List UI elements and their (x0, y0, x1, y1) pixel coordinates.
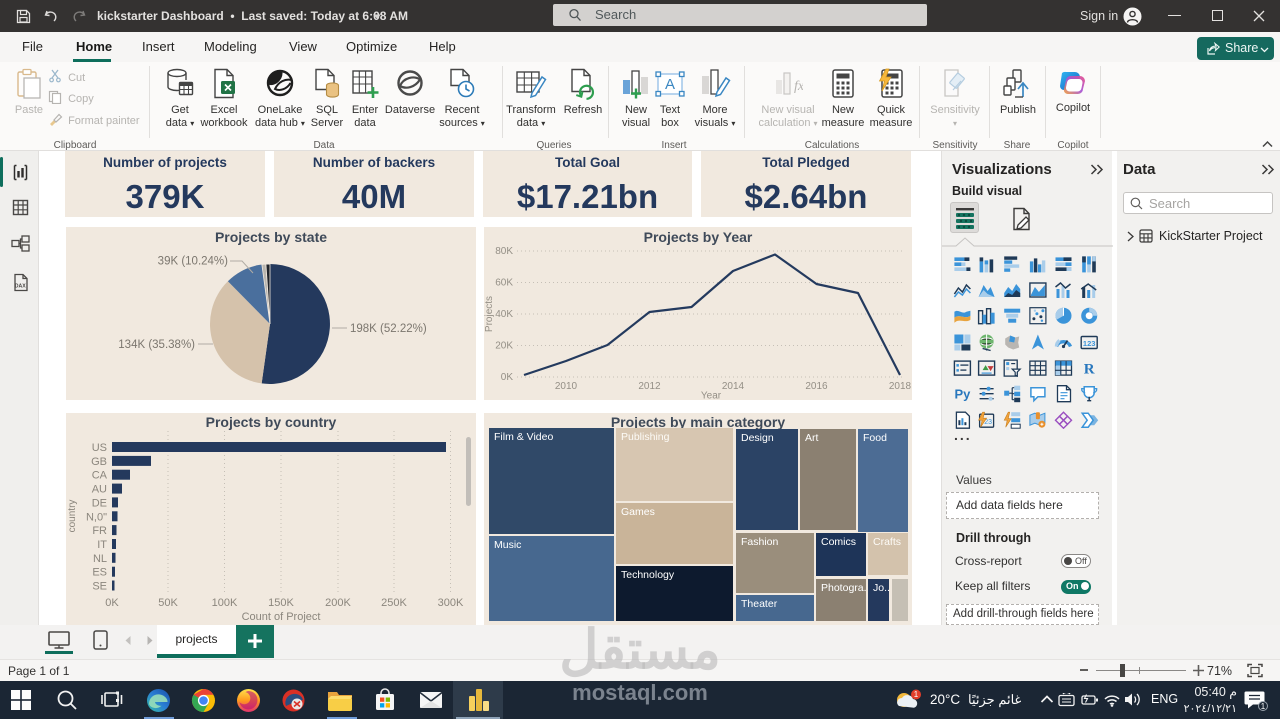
svg-text:250K: 250K (381, 597, 407, 609)
svg-text:SE: SE (92, 581, 107, 593)
svg-text:150K: 150K (268, 597, 294, 609)
svg-text:Count of Project: Count of Project (242, 611, 321, 623)
svg-text:2014: 2014 (722, 381, 745, 392)
svg-text:1: 1 (914, 690, 919, 699)
svg-text:2018: 2018 (889, 381, 912, 392)
svg-text:AU: AU (92, 484, 107, 496)
svg-text:0K: 0K (105, 597, 119, 609)
svg-text:DE: DE (92, 497, 107, 509)
svg-text:fx: fx (794, 79, 803, 94)
svg-text:N,0": N,0" (86, 511, 107, 523)
svg-text:IT: IT (97, 539, 107, 551)
svg-text:DAX: DAX (15, 284, 26, 290)
svg-text:2010: 2010 (555, 381, 578, 392)
svg-text:R: R (1084, 362, 1095, 378)
svg-text:Projects: Projects (484, 296, 495, 332)
svg-text:ES: ES (92, 567, 107, 579)
svg-text:60K: 60K (495, 278, 513, 289)
svg-text:123: 123 (1083, 339, 1096, 348)
svg-text:GB: GB (91, 456, 107, 468)
svg-text:A: A (665, 76, 675, 93)
svg-text:FR: FR (92, 525, 107, 537)
svg-text:50K: 50K (158, 597, 178, 609)
svg-text:1: 1 (1261, 702, 1266, 711)
svg-text:80K: 80K (495, 246, 513, 257)
svg-text:100K: 100K (212, 597, 238, 609)
svg-text:0K: 0K (501, 372, 514, 383)
svg-text:200K: 200K (325, 597, 351, 609)
svg-text:198K (52.22%): 198K (52.22%) (350, 323, 427, 335)
svg-text:23: 23 (984, 419, 992, 426)
svg-text:39K (10.24%): 39K (10.24%) (158, 256, 228, 268)
svg-text:300K: 300K (438, 597, 464, 609)
svg-text:40K: 40K (495, 309, 513, 320)
svg-text:20K: 20K (495, 341, 513, 352)
svg-text:2016: 2016 (805, 381, 828, 392)
svg-text:Year: Year (701, 391, 722, 401)
svg-text:2012: 2012 (638, 381, 661, 392)
svg-text:country: country (67, 500, 78, 533)
svg-text:US: US (92, 442, 107, 454)
svg-text:NL: NL (93, 553, 107, 565)
svg-text:Py: Py (954, 387, 971, 402)
svg-text:CA: CA (92, 470, 108, 482)
svg-text:134K (35.38%): 134K (35.38%) (118, 339, 195, 351)
